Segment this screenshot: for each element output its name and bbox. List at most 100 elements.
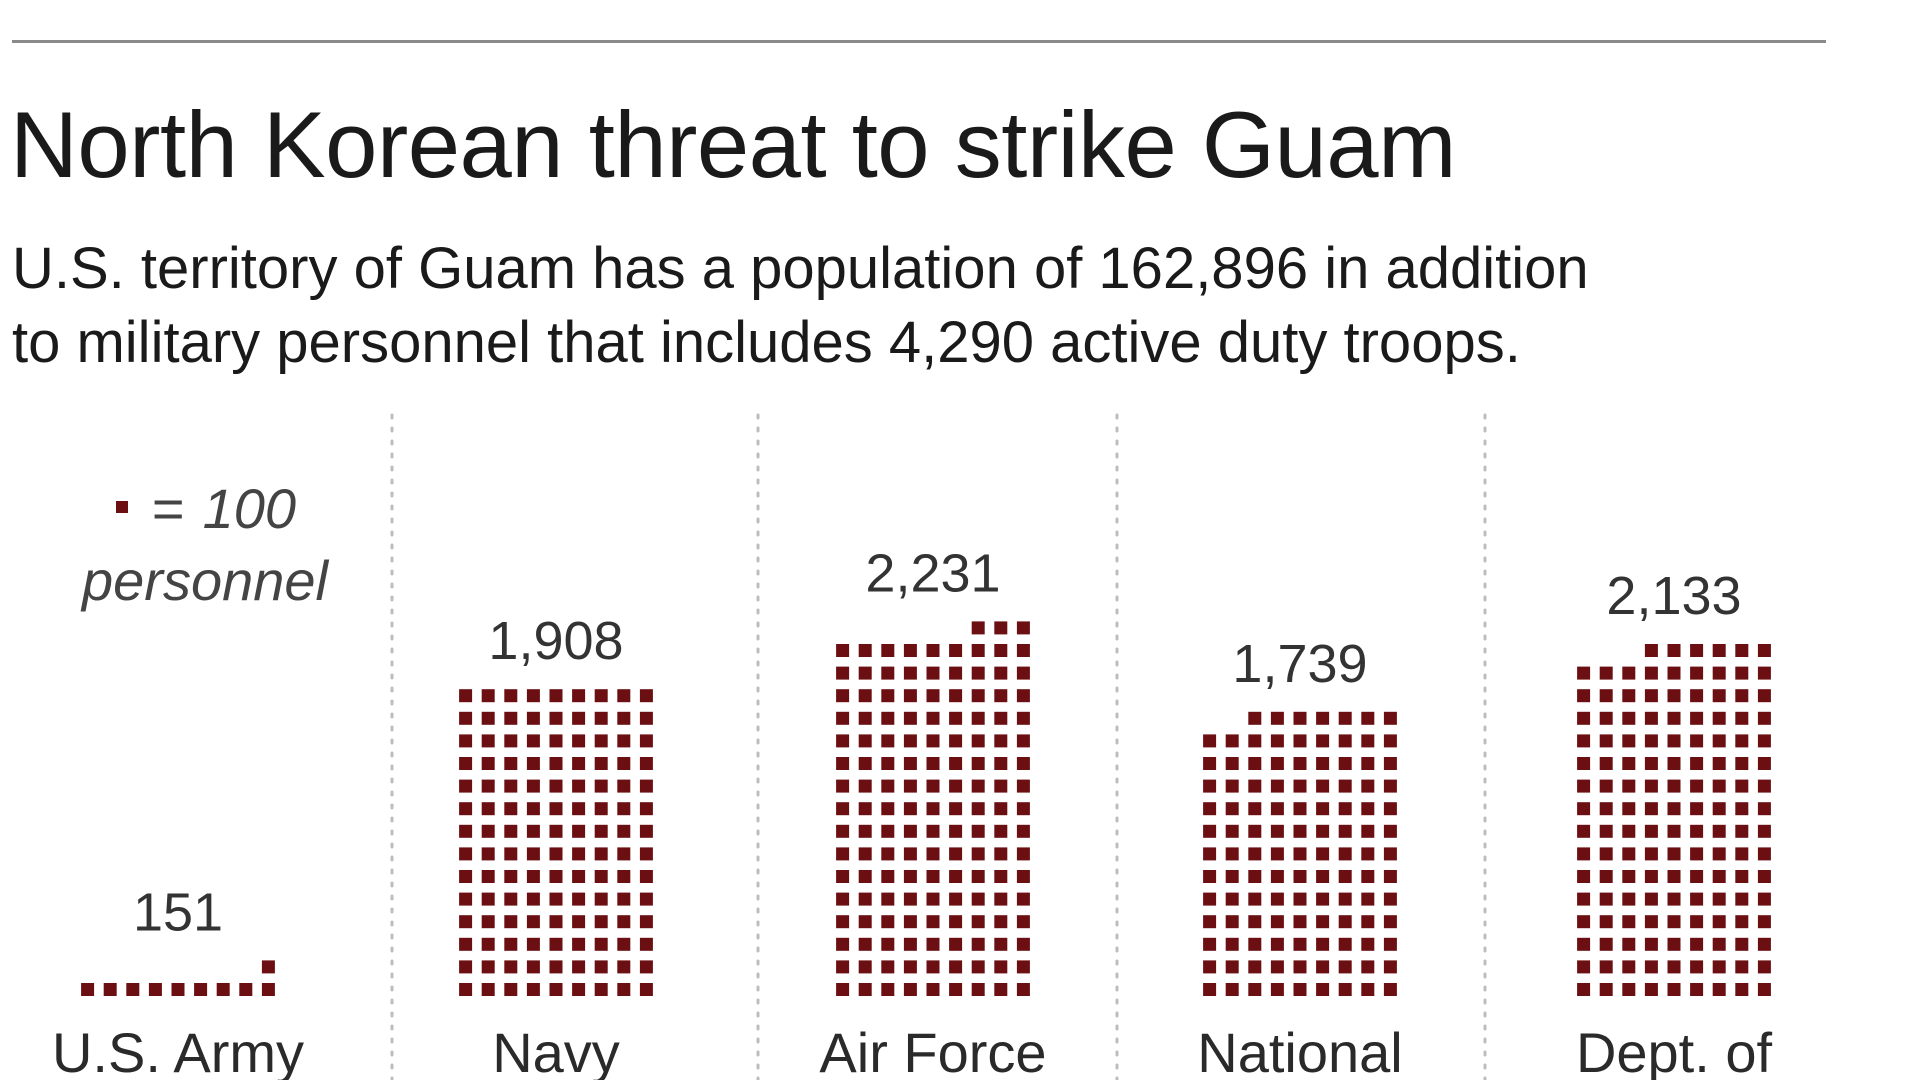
square-2-58: [926, 847, 940, 861]
square-4-133: [1735, 666, 1749, 680]
square-4-95: [1690, 757, 1704, 770]
square-4-30: [1644, 915, 1658, 929]
square-3-12: [1270, 960, 1284, 974]
square-3-60: [1338, 847, 1352, 861]
square-2-68: [949, 824, 963, 838]
square-2-17: [1016, 960, 1030, 974]
square-4-84: [1644, 779, 1658, 793]
square-4-129: [1644, 666, 1658, 680]
legend-unit-label: personnel: [82, 549, 328, 612]
square-2-51: [971, 870, 985, 883]
chart-subtitle: U.S. territory of Guam has a population …: [12, 232, 1872, 380]
square-4-69: [1712, 824, 1726, 838]
square-1-84: [526, 779, 540, 793]
square-3-43: [1361, 892, 1375, 906]
square-2-145: [994, 621, 1008, 635]
square-4-5: [1690, 983, 1704, 996]
square-3-51: [1338, 870, 1352, 883]
subtitle-line-2: to military personnel that includes 4,29…: [12, 310, 1521, 375]
square-3-109: [1270, 711, 1284, 725]
square-4-106: [1735, 734, 1749, 748]
square-4-99: [1577, 734, 1591, 748]
legend-square-icon: [115, 501, 128, 514]
square-3-77: [1316, 802, 1330, 816]
square-1-67: [549, 824, 563, 838]
square-1-12: [526, 960, 540, 974]
square-2-110: [881, 711, 895, 725]
square-2-87: [971, 779, 985, 793]
square-3-72: [1203, 802, 1217, 816]
square-4-49: [1667, 870, 1681, 883]
square-2-92: [881, 757, 895, 770]
square-2-10: [858, 960, 872, 974]
square-4-71: [1757, 824, 1771, 838]
square-1-56: [504, 847, 518, 861]
square-4-33: [1712, 915, 1726, 929]
square-1-47: [504, 870, 518, 883]
square-4-139: [1735, 644, 1749, 657]
square-0-7: [239, 983, 253, 996]
square-1-96: [594, 757, 608, 770]
square-1-52: [617, 870, 631, 883]
square-2-113: [949, 711, 963, 725]
square-1-57: [526, 847, 540, 861]
square-2-36: [836, 892, 850, 906]
square-3-80: [1383, 802, 1397, 816]
square-4-28: [1599, 915, 1613, 929]
square-4-140: [1757, 644, 1771, 657]
square-4-124: [1735, 689, 1749, 703]
square-2-108: [836, 711, 850, 725]
square-4-89: [1757, 779, 1771, 793]
square-4-105: [1712, 734, 1726, 748]
square-4-107: [1757, 734, 1771, 748]
square-1-32: [572, 915, 586, 929]
square-3-8: [1383, 983, 1397, 996]
square-2-125: [1016, 689, 1030, 703]
square-3-86: [1316, 779, 1330, 793]
square-3-32: [1316, 915, 1330, 929]
value-label-4: 2,133: [1606, 566, 1741, 626]
square-3-1: [1225, 983, 1239, 996]
square-0-8: [261, 983, 275, 996]
square-4-8: [1757, 983, 1771, 996]
square-2-59: [949, 847, 963, 861]
square-1-102: [526, 734, 540, 748]
square-1-90: [459, 757, 473, 770]
square-3-84: [1270, 779, 1284, 793]
square-3-3: [1270, 983, 1284, 996]
square-2-123: [971, 689, 985, 703]
square-3-59: [1316, 847, 1330, 861]
square-4-65: [1622, 824, 1636, 838]
square-1-6: [594, 983, 608, 996]
square-1-105: [594, 734, 608, 748]
square-4-1: [1599, 983, 1613, 996]
square-4-7: [1735, 983, 1749, 996]
square-2-29: [881, 915, 895, 929]
square-2-95: [949, 757, 963, 770]
square-1-124: [617, 689, 631, 703]
square-2-98: [1016, 757, 1030, 770]
square-4-85: [1667, 779, 1681, 793]
square-2-26: [1016, 937, 1030, 951]
square-2-11: [881, 960, 895, 974]
square-3-61: [1361, 847, 1375, 861]
square-1-89: [639, 779, 653, 793]
square-2-86: [949, 779, 963, 793]
square-4-14: [1690, 960, 1704, 974]
square-4-47: [1622, 870, 1636, 883]
square-3-105: [1338, 734, 1352, 748]
square-3-54: [1203, 847, 1217, 861]
square-2-114: [971, 711, 985, 725]
square-4-108: [1577, 711, 1591, 725]
square-1-77: [572, 802, 586, 816]
square-1-65: [504, 824, 518, 838]
square-2-106: [994, 734, 1008, 748]
square-4-119: [1622, 689, 1636, 703]
square-4-3: [1644, 983, 1658, 996]
square-2-97: [994, 757, 1008, 770]
square-3-14: [1316, 960, 1330, 974]
square-4-125: [1757, 689, 1771, 703]
square-2-31: [926, 915, 940, 929]
square-4-9: [1577, 960, 1591, 974]
square-1-48: [526, 870, 540, 883]
